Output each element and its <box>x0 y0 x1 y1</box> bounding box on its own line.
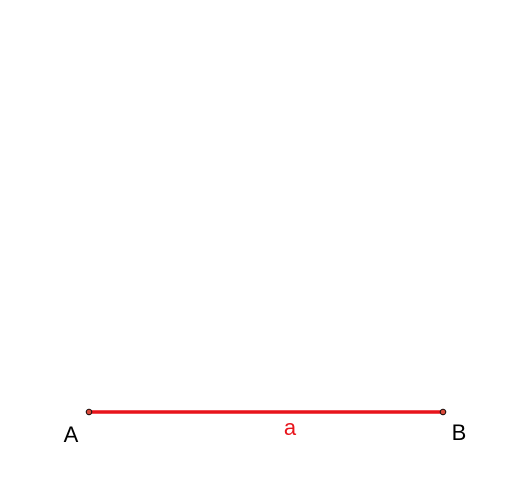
point-a[interactable] <box>85 408 93 416</box>
point-b-label: B <box>452 420 467 445</box>
point-a-label: A <box>64 422 79 447</box>
point-b[interactable] <box>439 408 447 416</box>
segment-a-label: a <box>284 415 297 440</box>
